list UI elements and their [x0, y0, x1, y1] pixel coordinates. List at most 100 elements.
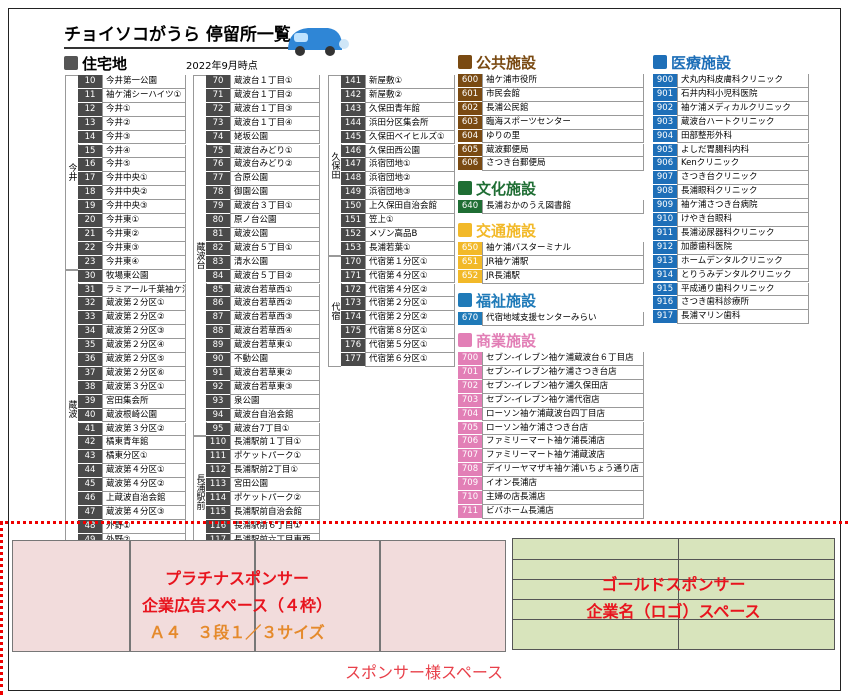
- stop-number: 176: [341, 339, 365, 353]
- stop-name: Kenクリニック: [677, 157, 809, 172]
- stop-name: 蔵波第４分区①: [102, 464, 186, 479]
- dotted-divider: [0, 521, 3, 695]
- stop-name: 浜宿団地①: [365, 158, 455, 173]
- stop-name: 平成通り歯科クリニック: [677, 282, 809, 297]
- stop-name: 蔵波台若草西②: [230, 297, 320, 312]
- stop-number: 33: [78, 311, 102, 326]
- stop-number: 14: [78, 130, 102, 145]
- stop-name: セブン-イレブン袖ケ浦久保田店: [482, 379, 644, 394]
- stop-number: 77: [206, 172, 230, 187]
- stop-number: 708: [458, 463, 482, 478]
- stop-number: 150: [341, 200, 365, 214]
- ad-slot: [130, 540, 255, 652]
- stop-name: 蔵波第２分区⑥: [102, 366, 186, 381]
- ad-slot: [255, 540, 380, 652]
- stop-number: 76: [206, 158, 230, 173]
- section-title: 住宅地: [82, 55, 128, 73]
- stop-number: 174: [341, 311, 365, 326]
- stop-name: 長浦眼科クリニック: [677, 185, 809, 200]
- stop-number: 15: [78, 144, 102, 159]
- stop-name: 宮田集会所: [102, 394, 186, 409]
- stop-number: 916: [653, 296, 677, 311]
- stop-number: 42: [78, 436, 102, 451]
- stop-number: 87: [206, 311, 230, 326]
- section-title: 商業施設: [476, 332, 537, 350]
- stop-name: 今井東④: [102, 255, 186, 270]
- grid-line: [513, 619, 834, 620]
- stop-name: 浜宿団地③: [365, 186, 455, 201]
- stop-number: 89: [206, 339, 230, 353]
- platinum-label: プラチナスポンサー: [164, 569, 309, 588]
- stop-number: 114: [206, 492, 230, 506]
- section-icon: [458, 55, 472, 69]
- stop-name: 今井②: [102, 116, 186, 131]
- stop-number: 34: [78, 325, 102, 340]
- grid-line: [678, 539, 679, 649]
- stop-number: 152: [341, 227, 365, 242]
- stop-name: さつき台クリニック: [677, 171, 809, 186]
- stop-name: 笠上①: [365, 214, 455, 228]
- stop-name: 今井東②: [102, 227, 186, 242]
- stop-number: 707: [458, 449, 482, 464]
- stop-name: 今井①: [102, 102, 186, 117]
- stop-number: 16: [78, 158, 102, 173]
- stop-number: 704: [458, 407, 482, 422]
- stop-name: 不動公園: [230, 353, 320, 367]
- stop-number: 93: [206, 394, 230, 409]
- stop-number: 601: [458, 87, 482, 102]
- stop-name: ファミリーマート袖ケ浦長浦店: [482, 435, 644, 450]
- grid-line: [513, 579, 834, 580]
- stop-number: 32: [78, 297, 102, 312]
- stop-number: 85: [206, 283, 230, 298]
- stop-name: 長浦駅前自治会館: [230, 505, 320, 520]
- stop-number: 75: [206, 144, 230, 159]
- ad-slot: [12, 540, 130, 652]
- stop-name: 長浦公民館: [482, 101, 644, 116]
- stop-number: 78: [206, 186, 230, 201]
- stop-name: 加藤歯科医院: [677, 240, 809, 255]
- stop-name: 御園公園: [230, 186, 320, 201]
- stop-number: 71: [206, 88, 230, 103]
- stop-number: 47: [78, 505, 102, 520]
- stop-name: 蔵波根崎公園: [102, 408, 186, 423]
- stop-number: 80: [206, 214, 230, 228]
- stop-name: 蔵波第３分区①: [102, 380, 186, 395]
- stop-name: さつき台郵便局: [482, 157, 644, 172]
- stop-name: 長浦若葉①: [365, 241, 455, 256]
- stop-name: 袖ケ浦メディカルクリニック: [677, 101, 809, 116]
- stop-number: 901: [653, 87, 677, 102]
- stop-name: 今井中央②: [102, 186, 186, 201]
- stop-number: 906: [653, 157, 677, 172]
- stop-number: 72: [206, 102, 230, 117]
- stop-number: 45: [78, 478, 102, 492]
- stop-name: 長浦おかのうえ図書館: [482, 200, 644, 214]
- stop-number: 602: [458, 101, 482, 116]
- group-label: 長浦駅前: [193, 436, 207, 540]
- stop-number: 706: [458, 435, 482, 450]
- stop-number: 603: [458, 115, 482, 130]
- title: チョイソコがうら 停留所一覧: [64, 20, 291, 49]
- section-title: 福祉施設: [476, 292, 537, 310]
- grid-line: [513, 599, 834, 600]
- stop-name: 犬丸内科皮膚科クリニック: [677, 74, 809, 88]
- stop-name: 蔵波台１丁目③: [230, 102, 320, 117]
- stop-number: 604: [458, 129, 482, 144]
- stop-number: 915: [653, 282, 677, 297]
- stop-number: 84: [206, 269, 230, 284]
- stop-name: 今井⑤: [102, 158, 186, 173]
- stop-number: 904: [653, 129, 677, 144]
- stop-name: 蔵波台みどり①: [230, 144, 320, 159]
- stop-number: 709: [458, 477, 482, 491]
- stop-number: 83: [206, 255, 230, 270]
- section-icon: [458, 293, 472, 307]
- stop-name: ポケットパーク②: [230, 492, 320, 506]
- stop-name: 牧場東公園: [102, 269, 186, 284]
- stop-name: 原ノ台公園: [230, 214, 320, 228]
- stop-name: 蔵波台みどり②: [230, 158, 320, 173]
- date: 2022年9月時点: [186, 61, 258, 72]
- stop-number: 91: [206, 366, 230, 381]
- stop-name: 浜田分区集会所: [365, 116, 455, 131]
- stop-number: 40: [78, 408, 102, 423]
- stop-number: 142: [341, 88, 365, 103]
- ad-slot: [380, 540, 506, 652]
